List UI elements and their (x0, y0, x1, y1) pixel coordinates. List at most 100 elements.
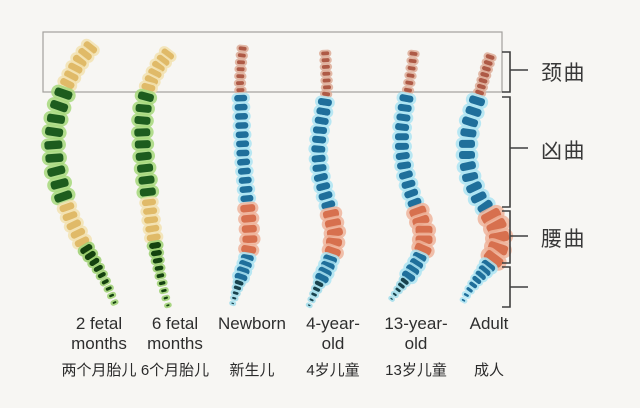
vertebra-segment (232, 129, 252, 141)
vertebra-segment (234, 58, 248, 67)
vertebra-segment (393, 285, 403, 295)
vertebra-segment (404, 71, 417, 80)
vertebra-segment (474, 197, 496, 216)
vertebra-segment (234, 72, 247, 80)
vertebra-segment (236, 44, 249, 53)
vertebra-segment (476, 262, 493, 279)
vertebra-segment (233, 79, 247, 87)
vertebra-segment (229, 300, 237, 307)
vertebra-segment (393, 111, 414, 124)
vertebra-segment (161, 294, 171, 302)
vertebra-segment (405, 64, 418, 73)
vertebra-segment (70, 52, 90, 70)
stage-label-13-year-old: 13-year- old 13岁儿童 (384, 314, 447, 380)
vertebra-segment (132, 149, 156, 164)
vertebra-segment (470, 273, 484, 287)
vertebra-segment (234, 86, 247, 94)
vertebra-segment (320, 76, 333, 85)
vertebra-segment (395, 280, 407, 291)
vertebra-segment (236, 183, 256, 196)
vertebra-segment (235, 174, 255, 187)
vertebra-segment (75, 45, 95, 63)
vertebra-segment (149, 58, 168, 75)
vertebra-segment (154, 271, 167, 280)
vertebra-segment (152, 263, 166, 273)
vertebra-segment (233, 147, 253, 159)
vertebra-segment (399, 268, 418, 285)
curve-label-thoracic: 凶曲 (541, 140, 586, 163)
vertebra-segment (308, 142, 329, 156)
cervical-region-box (42, 31, 503, 93)
vertebra-segment (388, 295, 395, 302)
vertebra-segment (398, 275, 411, 287)
vertebra-segment (467, 279, 480, 291)
vertebra-segment (238, 222, 260, 236)
vertebra-segment (473, 268, 489, 283)
vertebra-segment (150, 255, 165, 266)
vertebra-segment (392, 130, 412, 143)
vertebra-segment (132, 101, 155, 116)
stage-en-line1: 6 fetal (151, 314, 199, 333)
vertebra-segment (455, 148, 479, 162)
vertebra-segment (231, 92, 250, 104)
vertebra-segment (455, 137, 479, 151)
spine-6-fetal-months (130, 46, 177, 309)
vertebra-segment (154, 52, 172, 69)
vertebra-segment (392, 120, 413, 134)
vertebra-segment (232, 119, 252, 132)
vertebra-segment (403, 78, 416, 87)
vertebra-segment (459, 296, 468, 304)
vertebra-segment (158, 46, 177, 63)
vertebra-segment (41, 123, 67, 140)
curve-label-cervical: 颈曲 (541, 62, 586, 85)
vertebra-segment (80, 38, 100, 57)
vertebra-segment (309, 133, 330, 146)
stage-en-line1: 4-year- (306, 314, 360, 333)
stage-zh: 成人 (473, 362, 504, 379)
vertebra-segment (232, 110, 251, 122)
vertebra-segment (310, 123, 330, 137)
vertebra-segment (307, 296, 316, 304)
stage-zh: 6个月胎儿 (140, 362, 210, 379)
vertebra-segment (464, 285, 475, 295)
stage-label-2-fetal-months: 2 fetal months 两个月胎儿 (61, 314, 136, 380)
vertebra-segment (103, 284, 114, 293)
spine-2-fetal-months (40, 38, 119, 306)
vertebra-segment (77, 241, 95, 257)
spine-adult (455, 52, 514, 304)
stage-en-line1: 2 fetal (75, 314, 123, 333)
vertebra-segment (230, 289, 241, 297)
vertebra-segment (308, 152, 329, 165)
vertebra-segment (478, 257, 498, 275)
stage-en-line2: months (71, 334, 127, 353)
vertebra-segment (407, 255, 426, 272)
stage-en-line1: Newborn (217, 314, 287, 333)
vertebra-segment (319, 49, 332, 58)
vertebra-segment (99, 277, 111, 287)
stage-en-line2: old (321, 334, 345, 353)
vertebra-segment (131, 137, 155, 152)
vertebra-segment (237, 201, 259, 215)
vertebra-segment (319, 56, 332, 65)
vertebra-segment (41, 150, 67, 166)
vertebra-segment (40, 137, 66, 153)
vertebra-segment (234, 65, 247, 73)
curve-label-lumbar: 腰曲 (541, 228, 586, 251)
vertebra-segment (110, 299, 119, 306)
vertebra-segment (46, 97, 72, 115)
stage-label-adult: Adult 成人 (470, 314, 509, 380)
vertebra-segment (319, 63, 333, 71)
vertebra-segment (309, 290, 320, 299)
vertebra-segment (131, 113, 154, 128)
vertebra-segment (392, 140, 412, 153)
vertebra-segment (231, 101, 251, 113)
stage-en-line2: months (147, 334, 203, 353)
vertebra-segment (130, 125, 154, 140)
vertebra-segment (229, 295, 239, 302)
vertebra-segment (95, 270, 108, 281)
vertebra-segment (311, 114, 332, 128)
vertebra-segment (407, 49, 420, 58)
vertebra-segment (107, 291, 117, 300)
